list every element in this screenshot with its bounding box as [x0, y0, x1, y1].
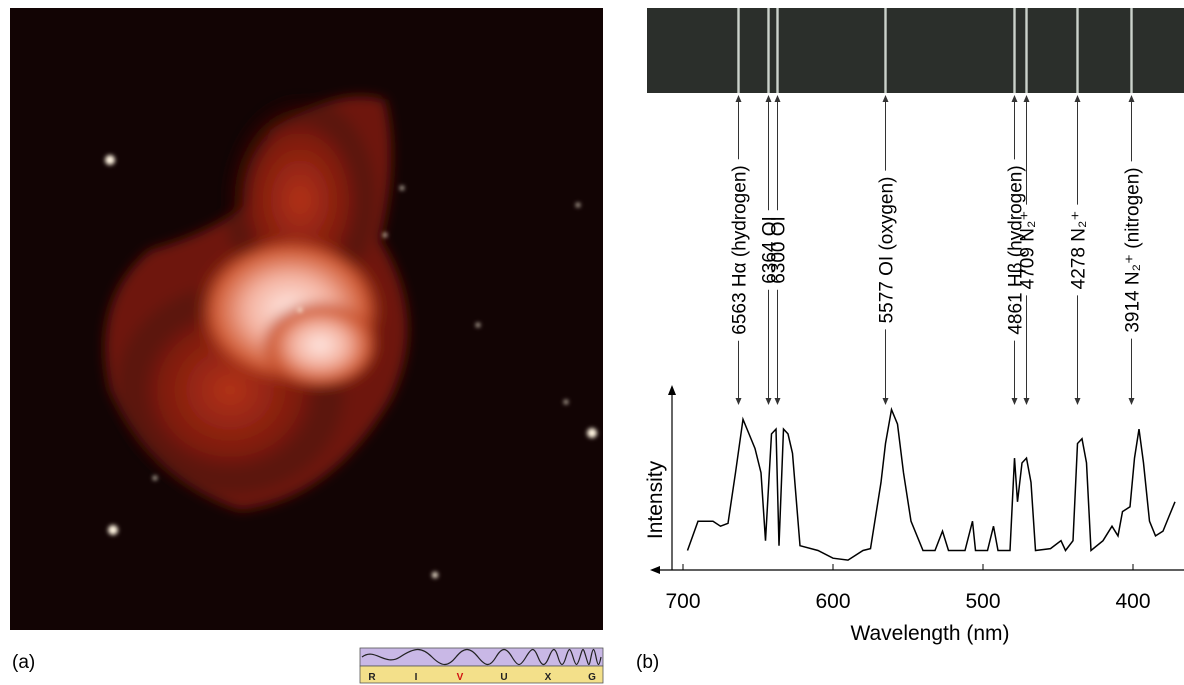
spectrum-strip	[647, 8, 1184, 93]
nebula-image	[10, 8, 603, 630]
arrow-head	[1012, 398, 1018, 405]
emission-label: 5577 OI (oxygen)	[877, 177, 898, 324]
arrow-head	[1024, 95, 1030, 102]
band-letter: G	[588, 672, 596, 683]
emission-label: 3914 N₂⁺ (nitrogen)	[1123, 167, 1144, 332]
emission-label: 6300 OI	[769, 216, 790, 284]
emission-label: 4709 N₂⁺	[1018, 211, 1039, 290]
arrow-head	[766, 95, 772, 102]
arrow-head	[736, 95, 742, 102]
figure: (a) (b) Wavelength (nm) Intensity R I V U X G…	[0, 0, 1184, 685]
band-letter: V	[457, 672, 464, 683]
strip-emission-line	[1130, 8, 1132, 93]
band-letter: X	[545, 672, 552, 683]
y-axis-label: Intensity	[644, 460, 667, 539]
strip-emission-line	[776, 8, 778, 93]
emission-label: 6563 Hα (hydrogen)	[730, 165, 751, 334]
arrow-head	[736, 398, 742, 405]
arrow-head	[1129, 398, 1135, 405]
x-tick-label: 400	[1115, 590, 1150, 613]
x-tick-label: 500	[965, 590, 1000, 613]
band-letter: I	[415, 672, 418, 683]
panel-label: (a)	[12, 652, 35, 673]
panel-label: (b)	[636, 652, 659, 673]
x-axis-label: Wavelength (nm)	[850, 622, 1009, 645]
arrow-head	[775, 398, 781, 405]
arrow-head	[1129, 95, 1135, 102]
strip-emission-line	[737, 8, 739, 93]
arrow-head	[1012, 95, 1018, 102]
arrow-head	[1024, 398, 1030, 405]
band-letter: R	[368, 672, 376, 683]
strip-emission-line	[884, 8, 886, 93]
x-axis-arrow	[650, 566, 660, 574]
spectrum-band-icon	[360, 648, 603, 683]
strip-emission-line	[1076, 8, 1078, 93]
arrow-head	[1075, 95, 1081, 102]
band-letter: U	[500, 672, 507, 683]
x-tick-label: 600	[815, 590, 850, 613]
strip-emission-line	[1013, 8, 1015, 93]
spectrum-line	[688, 410, 1176, 560]
x-tick-label: 700	[665, 590, 700, 613]
emission-label: 4278 N₂⁺	[1069, 211, 1090, 290]
arrow-head	[883, 398, 889, 405]
arrow-head	[1075, 398, 1081, 405]
strip-emission-line	[1025, 8, 1027, 93]
arrow-head	[883, 95, 889, 102]
strip-emission-line	[767, 8, 769, 93]
arrow-head	[775, 95, 781, 102]
y-axis-arrow	[668, 385, 676, 395]
arrow-head	[766, 398, 772, 405]
